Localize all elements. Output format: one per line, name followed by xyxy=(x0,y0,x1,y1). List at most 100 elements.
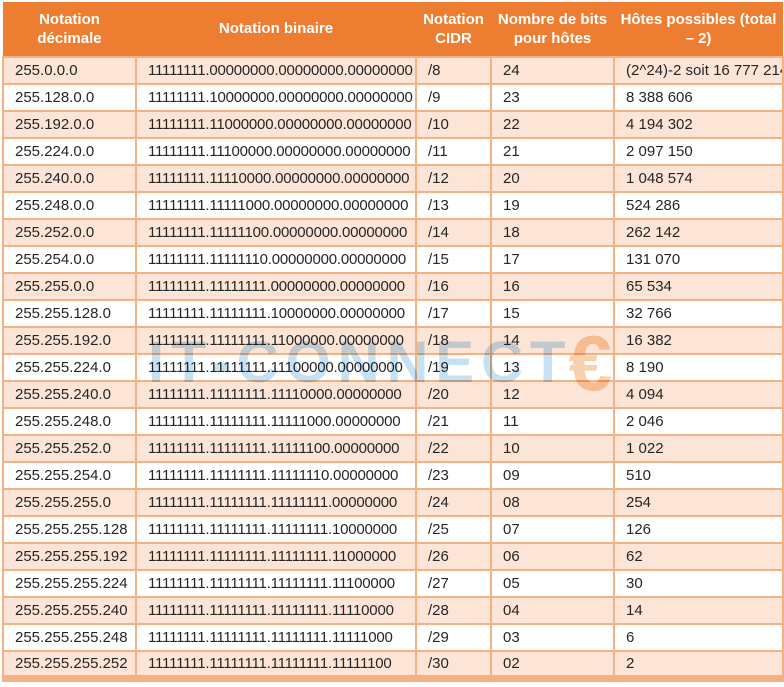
table-row: 255.255.248.0 11111111.11111111.11111000.… xyxy=(2,407,784,436)
cell-cidr: /10 xyxy=(415,110,492,139)
cell-decimal: 255.255.255.248 xyxy=(2,623,137,652)
cell-cidr: /25 xyxy=(415,515,492,544)
cell-cidr: /24 xyxy=(415,488,492,517)
cell-hosts: 4 094 xyxy=(613,380,784,409)
cell-hosts: 1 048 574 xyxy=(613,164,784,193)
cell-decimal: 255.255.255.0 xyxy=(2,488,137,517)
cell-binary: 11111111.11111111.11111111.00000000 xyxy=(135,488,417,517)
table-row: 255.252.0.0 11111111.11111100.00000000.00… xyxy=(2,218,784,247)
cell-cidr: /26 xyxy=(415,542,492,571)
cell-cidr: /14 xyxy=(415,218,492,247)
table-row: 255.255.255.192 11111111.11111111.1111111… xyxy=(2,542,784,571)
cell-bits: 13 xyxy=(490,353,615,382)
cell-decimal: 255.248.0.0 xyxy=(2,191,137,220)
table-row: 255.192.0.0 11111111.11000000.00000000.00… xyxy=(2,110,784,139)
table-row: 255.255.255.252 11111111.11111111.1111111… xyxy=(2,650,784,679)
table-row: 255.255.255.128 11111111.11111111.1111111… xyxy=(2,515,784,544)
cell-hosts: 131 070 xyxy=(613,245,784,274)
cell-bits: 11 xyxy=(490,407,615,436)
cell-cidr: /18 xyxy=(415,326,492,355)
cell-decimal: 255.255.252.0 xyxy=(2,434,137,463)
cell-hosts: 65 534 xyxy=(613,272,784,301)
cell-cidr: /15 xyxy=(415,245,492,274)
table-row: 255.128.0.0 11111111.10000000.00000000.00… xyxy=(2,83,784,112)
cell-hosts: 62 xyxy=(613,542,784,571)
cell-hosts: 8 190 xyxy=(613,353,784,382)
cell-binary: 11111111.11111111.11111110.00000000 xyxy=(135,461,417,490)
cell-binary: 11111111.00000000.00000000.00000000 xyxy=(135,56,417,85)
cell-hosts: 2 xyxy=(613,650,784,679)
cell-binary: 11111111.11111000.00000000.00000000 xyxy=(135,191,417,220)
table-row: 255.255.255.0 11111111.11111111.11111111.… xyxy=(2,488,784,517)
cell-bits: 08 xyxy=(490,488,615,517)
table-header-row: Notation décimale Notation binaire Notatio… xyxy=(3,2,783,57)
cell-decimal: 255.252.0.0 xyxy=(2,218,137,247)
cell-binary: 11111111.11111100.00000000.00000000 xyxy=(135,218,417,247)
table-row: 255.255.0.0 11111111.11111111.00000000.00… xyxy=(2,272,784,301)
cell-cidr: /13 xyxy=(415,191,492,220)
cell-decimal: 255.255.192.0 xyxy=(2,326,137,355)
cell-binary: 11111111.11110000.00000000.00000000 xyxy=(135,164,417,193)
cell-bits: 17 xyxy=(490,245,615,274)
cell-hosts: 126 xyxy=(613,515,784,544)
cell-bits: 09 xyxy=(490,461,615,490)
cell-bits: 20 xyxy=(490,164,615,193)
table-row: 255.255.224.0 11111111.11111111.11100000.… xyxy=(2,353,784,382)
column-header-hosts: Hôtes possibles (total – 2) xyxy=(614,2,783,57)
cell-hosts: 4 194 302 xyxy=(613,110,784,139)
cell-bits: 03 xyxy=(490,623,615,652)
cell-bits: 18 xyxy=(490,218,615,247)
cell-cidr: /9 xyxy=(415,83,492,112)
cell-cidr: /16 xyxy=(415,272,492,301)
cell-hosts: 14 xyxy=(613,596,784,625)
cell-cidr: /30 xyxy=(415,650,492,679)
cell-decimal: 255.255.255.240 xyxy=(2,596,137,625)
cell-decimal: 255.240.0.0 xyxy=(2,164,137,193)
cell-binary: 11111111.11111110.00000000.00000000 xyxy=(135,245,417,274)
cell-cidr: /21 xyxy=(415,407,492,436)
cell-decimal: 255.192.0.0 xyxy=(2,110,137,139)
cell-bits: 04 xyxy=(490,596,615,625)
cell-hosts: 262 142 xyxy=(613,218,784,247)
cell-hosts: 8 388 606 xyxy=(613,83,784,112)
cell-bits: 14 xyxy=(490,326,615,355)
table-row: 255.0.0.0 11111111.00000000.00000000.0000… xyxy=(2,56,784,85)
cell-binary: 11111111.11111111.00000000.00000000 xyxy=(135,272,417,301)
cell-bits: 10 xyxy=(490,434,615,463)
table-row: 255.248.0.0 11111111.11111000.00000000.00… xyxy=(2,191,784,220)
cell-bits: 05 xyxy=(490,569,615,598)
cell-binary: 11111111.11111111.11111111.11110000 xyxy=(135,596,417,625)
cell-hosts: 30 xyxy=(613,569,784,598)
cell-hosts: 6 xyxy=(613,623,784,652)
table-header: Notation décimale Notation binaire Notatio… xyxy=(3,2,783,57)
cell-decimal: 255.255.248.0 xyxy=(2,407,137,436)
cell-cidr: /8 xyxy=(415,56,492,85)
cell-decimal: 255.255.255.252 xyxy=(2,650,137,679)
cell-decimal: 255.255.128.0 xyxy=(2,299,137,328)
cell-hosts: 2 097 150 xyxy=(613,137,784,166)
table-row: 255.240.0.0 11111111.11110000.00000000.00… xyxy=(2,164,784,193)
cell-bits: 07 xyxy=(490,515,615,544)
cell-binary: 11111111.11111111.11111111.11111100 xyxy=(135,650,417,679)
table-row: 255.255.252.0 11111111.11111111.11111100.… xyxy=(2,434,784,463)
cell-decimal: 255.255.240.0 xyxy=(2,380,137,409)
table-row: 255.254.0.0 11111111.11111110.00000000.00… xyxy=(2,245,784,274)
cell-bits: 24 xyxy=(490,56,615,85)
column-header-binary: Notation binaire xyxy=(136,2,416,57)
column-header-decimal: Notation décimale xyxy=(3,2,136,57)
table-row: 255.255.128.0 11111111.11111111.10000000.… xyxy=(2,299,784,328)
cell-binary: 11111111.11111111.11100000.00000000 xyxy=(135,353,417,382)
cell-cidr: /17 xyxy=(415,299,492,328)
table-row: 255.255.255.240 11111111.11111111.1111111… xyxy=(2,596,784,625)
cell-binary: 11111111.10000000.00000000.00000000 xyxy=(135,83,417,112)
cell-hosts: 2 046 xyxy=(613,407,784,436)
cell-cidr: /27 xyxy=(415,569,492,598)
cell-hosts: 510 xyxy=(613,461,784,490)
cell-binary: 11111111.11111111.11110000.00000000 xyxy=(135,380,417,409)
cell-binary: 11111111.11111111.11111100.00000000 xyxy=(135,434,417,463)
cell-binary: 11111111.11100000.00000000.00000000 xyxy=(135,137,417,166)
cell-binary: 11111111.11111111.11111111.11000000 xyxy=(135,542,417,571)
cell-bits: 22 xyxy=(490,110,615,139)
table-body: 255.0.0.0 11111111.00000000.00000000.0000… xyxy=(2,56,784,679)
